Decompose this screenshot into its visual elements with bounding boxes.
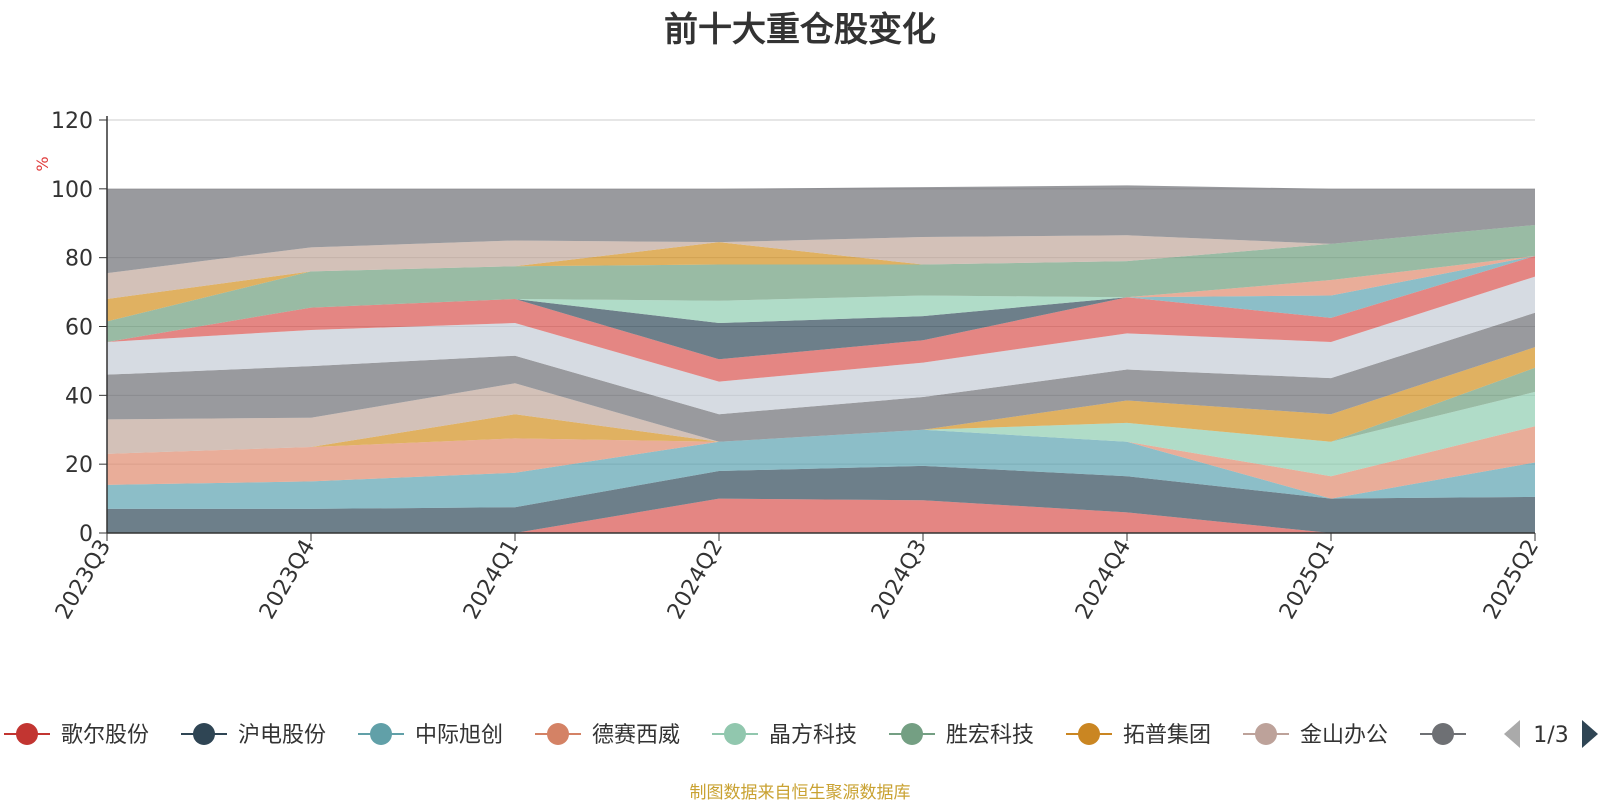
legend-circle-marker: [1255, 723, 1277, 745]
legend-circle-marker: [901, 723, 923, 745]
x-tick-label: 2025Q2: [1479, 536, 1544, 624]
legend-item[interactable]: 德赛西威: [535, 723, 680, 748]
legend-circle-marker: [16, 723, 38, 745]
area-series[interactable]: [107, 255, 1535, 342]
legend-label: 胜宏科技: [946, 723, 1034, 748]
x-tick-label: 2023Q4: [255, 536, 320, 624]
legend-next-page-icon[interactable]: [1582, 720, 1598, 748]
x-tick-label: 2025Q1: [1275, 536, 1340, 624]
y-tick-label: 40: [65, 384, 93, 409]
legend-item[interactable]: 胜宏科技: [889, 723, 1034, 748]
legend-circle-marker: [1078, 723, 1100, 745]
legend-label: 晶方科技: [769, 723, 857, 748]
legend-item[interactable]: 拓普集团: [1066, 723, 1211, 748]
legend-label: 拓普集团: [1123, 723, 1211, 748]
x-tick-label: 2024Q1: [459, 536, 524, 624]
legend-item[interactable]: 歌尔股份: [4, 723, 149, 748]
legend-circle-marker: [1432, 723, 1454, 745]
legend-circle-marker: [370, 723, 392, 745]
legend-page-indicator: 1/3: [1533, 723, 1568, 748]
legend-item[interactable]: 中际旭创: [358, 723, 503, 748]
area-series[interactable]: [107, 426, 1535, 499]
area-series[interactable]: [107, 255, 1535, 342]
y-tick-label: 20: [65, 453, 93, 478]
area-series[interactable]: [107, 224, 1535, 342]
area-series[interactable]: [107, 255, 1535, 360]
area-series[interactable]: [107, 312, 1535, 442]
legend-item[interactable]: 金山办公: [1243, 723, 1388, 748]
x-tick-label: 2024Q3: [867, 536, 932, 624]
legend-prev-page-icon[interactable]: [1504, 720, 1520, 748]
legend-label: 中际旭创: [415, 723, 503, 748]
legend-circle-marker: [547, 723, 569, 745]
area-series[interactable]: [107, 429, 1535, 509]
y-tick-label: 80: [65, 247, 93, 272]
y-axis-unit-label: %: [33, 156, 52, 171]
x-tick-label: 2024Q2: [663, 536, 728, 624]
area-series-group: [107, 185, 1535, 533]
legend-label: 金山办公: [1300, 723, 1388, 748]
source-note: 制图数据来自恒生聚源数据库: [689, 783, 911, 803]
area-series[interactable]: [107, 347, 1535, 454]
legend-circle-marker: [193, 723, 215, 745]
chart-title: 前十大重仓股变化: [664, 10, 936, 50]
legend: 歌尔股份沪电股份中际旭创德赛西威晶方科技胜宏科技拓普集团金山办公立1/3: [4, 712, 1600, 758]
y-tick-label: 0: [79, 522, 93, 547]
area-series[interactable]: [107, 224, 1535, 299]
area-series[interactable]: [107, 465, 1535, 533]
area-series[interactable]: [107, 185, 1535, 274]
area-series[interactable]: [107, 347, 1535, 454]
legend-item[interactable]: 沪电股份: [181, 723, 326, 748]
x-tick-label: 2023Q3: [51, 536, 116, 624]
y-tick-label: 100: [51, 178, 93, 203]
legend-label: 德赛西威: [592, 723, 680, 748]
legend-circle-marker: [724, 723, 746, 745]
legend-item[interactable]: 晶方科技: [712, 723, 857, 748]
area-series[interactable]: [107, 498, 1535, 533]
legend-label: 沪电股份: [238, 723, 326, 748]
legend-overflow-mask: [1470, 712, 1600, 758]
legend-label: 歌尔股份: [61, 723, 149, 748]
y-tick-label: 120: [51, 109, 93, 134]
y-tick-label: 60: [65, 316, 93, 341]
area-series[interactable]: [107, 276, 1535, 415]
x-tick-label: 2024Q4: [1071, 536, 1136, 624]
area-series[interactable]: [107, 255, 1535, 382]
